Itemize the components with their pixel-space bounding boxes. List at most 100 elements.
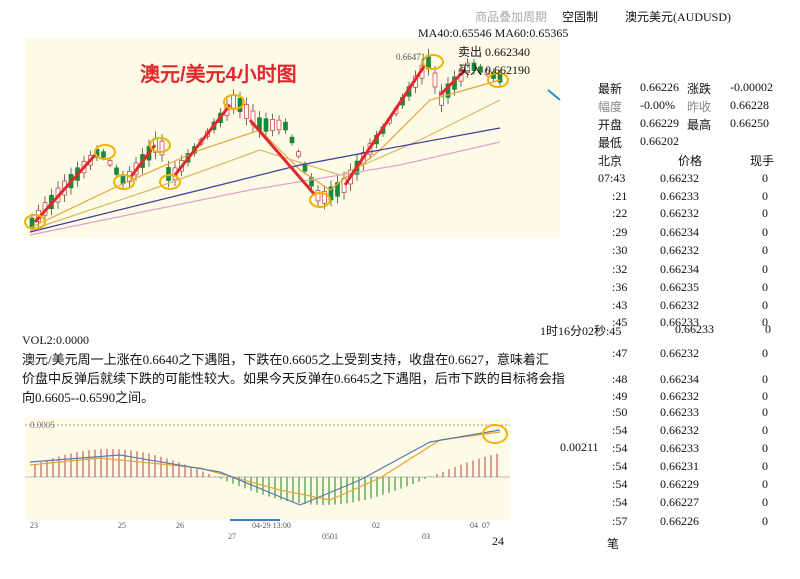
highlight-circle — [422, 54, 444, 70]
trade-price: 0.66233 — [660, 405, 699, 419]
quote-cell: -0.00% — [640, 98, 675, 112]
ma-line — [29, 127, 501, 233]
highlight-circle — [113, 174, 135, 190]
trades-footer: 笔 — [607, 537, 620, 551]
trade-time: 07:43 — [598, 171, 626, 185]
quote-cell: 0.66229 — [640, 116, 679, 130]
highlight-circle — [223, 94, 245, 110]
trade-time: :49 — [612, 389, 628, 403]
trade-qty: 0 — [762, 477, 768, 491]
trade-qty: 0 — [762, 280, 768, 294]
macd-date: 03 — [422, 532, 430, 541]
macd-chart-bg — [25, 418, 510, 520]
trade-qty: 0 — [765, 322, 771, 336]
buy-text: 买入 0.662190 — [458, 63, 531, 77]
ma-line — [29, 431, 501, 501]
candle — [315, 190, 321, 202]
candle — [302, 164, 308, 172]
ma-line — [29, 99, 501, 231]
trade-time: :36 — [612, 280, 628, 294]
quote-cell: 0.66202 — [640, 134, 679, 148]
trade-qty: 0 — [762, 441, 768, 455]
candle — [465, 62, 470, 74]
macd-date: 26 — [176, 521, 184, 530]
sell-text: 卖出 0.662340 — [458, 45, 531, 59]
trade-price: 0.66232 — [660, 423, 699, 437]
trade-time: :48 — [612, 372, 628, 386]
candle — [166, 167, 171, 181]
candle — [276, 119, 282, 131]
ma-line — [29, 429, 501, 506]
trade-price: 0.66234 — [660, 225, 699, 239]
trade-qty: 0 — [762, 189, 768, 203]
macd-level: 0.0005 — [30, 420, 55, 430]
trade-time: :54 — [612, 495, 628, 509]
fixed-label: 空固制 — [562, 10, 599, 24]
trade-time: :43 — [612, 298, 628, 312]
side-value: 0.00211 — [560, 440, 599, 454]
page-number: 24 — [492, 534, 504, 548]
paragraph-line: 澳元/美元周一上涨在0.6640之下遇阻，下跌在0.6605之上受到支持，收盘在… — [22, 352, 549, 367]
trades-header: 价格 — [678, 154, 703, 168]
highlight-circle — [482, 424, 508, 444]
trade-time: :21 — [612, 189, 628, 203]
trade-price: 0.66233 — [675, 322, 714, 336]
trade-price: 0.66233 — [660, 441, 699, 455]
trade-time: :54 — [612, 441, 628, 455]
candle — [471, 62, 477, 71]
trade-time: 1时16分02秒:45 — [540, 324, 622, 338]
trade-qty: 0 — [762, 372, 768, 386]
quote-cell: 最新 — [598, 82, 623, 96]
quote-cell: -0.00002 — [730, 80, 773, 94]
candle — [159, 140, 165, 156]
symbol: 澳元美元(AUDUSD) — [625, 10, 731, 24]
trade-price: 0.66229 — [660, 477, 699, 491]
macd-date: 02 — [372, 521, 380, 530]
quote-cell: 最高 — [687, 118, 712, 132]
trade-qty: 0 — [762, 405, 768, 419]
macd-date: 25 — [118, 521, 126, 530]
candle — [432, 72, 438, 88]
trade-time: :54 — [612, 477, 628, 491]
quote-cell: 昨收 — [687, 100, 712, 114]
candle — [270, 118, 275, 132]
candle — [289, 136, 295, 144]
candle — [237, 97, 243, 113]
macd-date: 27 — [228, 532, 236, 541]
trade-price: 0.66232 — [660, 346, 699, 360]
macd-date: 07 — [482, 521, 490, 530]
trade-qty: 0 — [762, 206, 768, 220]
trade-time: :45 — [612, 315, 628, 329]
trade-qty: 0 — [762, 389, 768, 403]
trade-price: 0.66234 — [660, 372, 699, 386]
ma-text: MA40:0.65546 MA60:0.65365 — [418, 26, 569, 40]
trade-qty: 0 — [762, 459, 768, 473]
trade-qty: 0 — [762, 225, 768, 239]
trade-price: 0.66235 — [660, 280, 699, 294]
trend-arrow — [128, 144, 157, 179]
ma-line — [29, 79, 501, 229]
trade-time: :30 — [612, 243, 628, 257]
quote-cell: 0.66226 — [640, 80, 679, 94]
candle — [484, 69, 490, 75]
vol: VOL2:0.0000 — [22, 333, 89, 347]
trade-time: :29 — [612, 225, 628, 239]
trade-qty: 0 — [762, 298, 768, 312]
quote-cell: 0.66228 — [730, 98, 769, 112]
candle — [107, 160, 113, 166]
macd-date: 04-29 13:00 — [252, 521, 291, 530]
candle — [244, 104, 249, 119]
trade-qty: 0 — [762, 495, 768, 509]
highlight-circle — [24, 214, 46, 230]
trade-qty: 0 — [762, 346, 768, 360]
candle — [263, 118, 269, 132]
trade-time: :50 — [612, 405, 628, 419]
trade-qty: 0 — [762, 262, 768, 276]
trade-time: :22 — [612, 206, 628, 220]
trade-time: :32 — [612, 262, 628, 276]
trade-time: :47 — [612, 346, 628, 360]
candle — [335, 182, 340, 197]
ma-line — [29, 141, 501, 236]
trade-time: :54 — [612, 423, 628, 437]
